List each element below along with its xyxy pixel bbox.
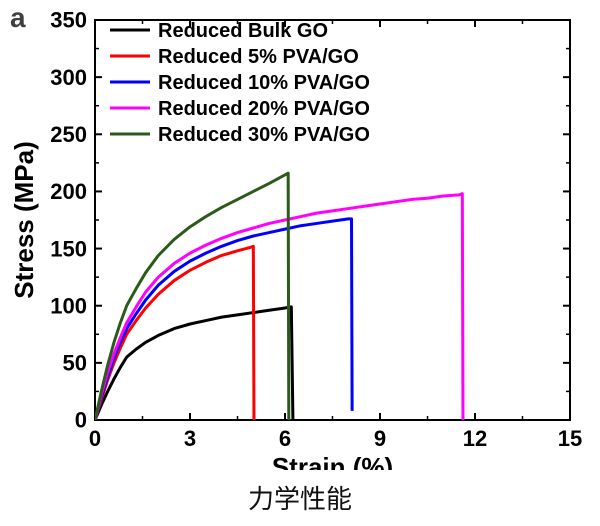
x-tick-label: 9 [374,426,386,451]
x-tick-label: 12 [463,426,487,451]
legend-label: Reduced Bulk GO [158,20,328,42]
y-tick-label: 50 [63,351,87,376]
legend-label: Reduced 10% PVA/GO [158,72,370,94]
x-axis-label: Strain (%) [272,452,393,470]
x-tick-label: 6 [279,426,291,451]
y-tick-label: 300 [50,65,87,90]
legend-label: Reduced 20% PVA/GO [158,98,370,120]
x-tick-label: 15 [558,426,582,451]
y-tick-label: 250 [50,122,87,147]
stress-strain-chart: 03691215050100150200250300350Strain (%)S… [0,0,600,470]
legend-label: Reduced 30% PVA/GO [158,124,370,146]
y-tick-label: 200 [50,179,87,204]
y-tick-label: 100 [50,293,87,318]
y-tick-label: 150 [50,236,87,261]
y-tick-label: 0 [75,408,87,433]
x-tick-label: 3 [184,426,196,451]
y-axis-label: Stress (MPa) [9,141,39,299]
legend-label: Reduced 5% PVA/GO [158,46,359,68]
y-tick-label: 350 [50,8,87,33]
figure-container: a 03691215050100150200250300350Strain (%… [0,0,600,526]
x-tick-label: 0 [89,426,101,451]
figure-caption: 力学性能 [0,479,600,516]
